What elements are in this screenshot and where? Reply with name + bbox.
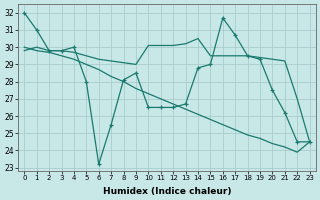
X-axis label: Humidex (Indice chaleur): Humidex (Indice chaleur) <box>103 187 231 196</box>
